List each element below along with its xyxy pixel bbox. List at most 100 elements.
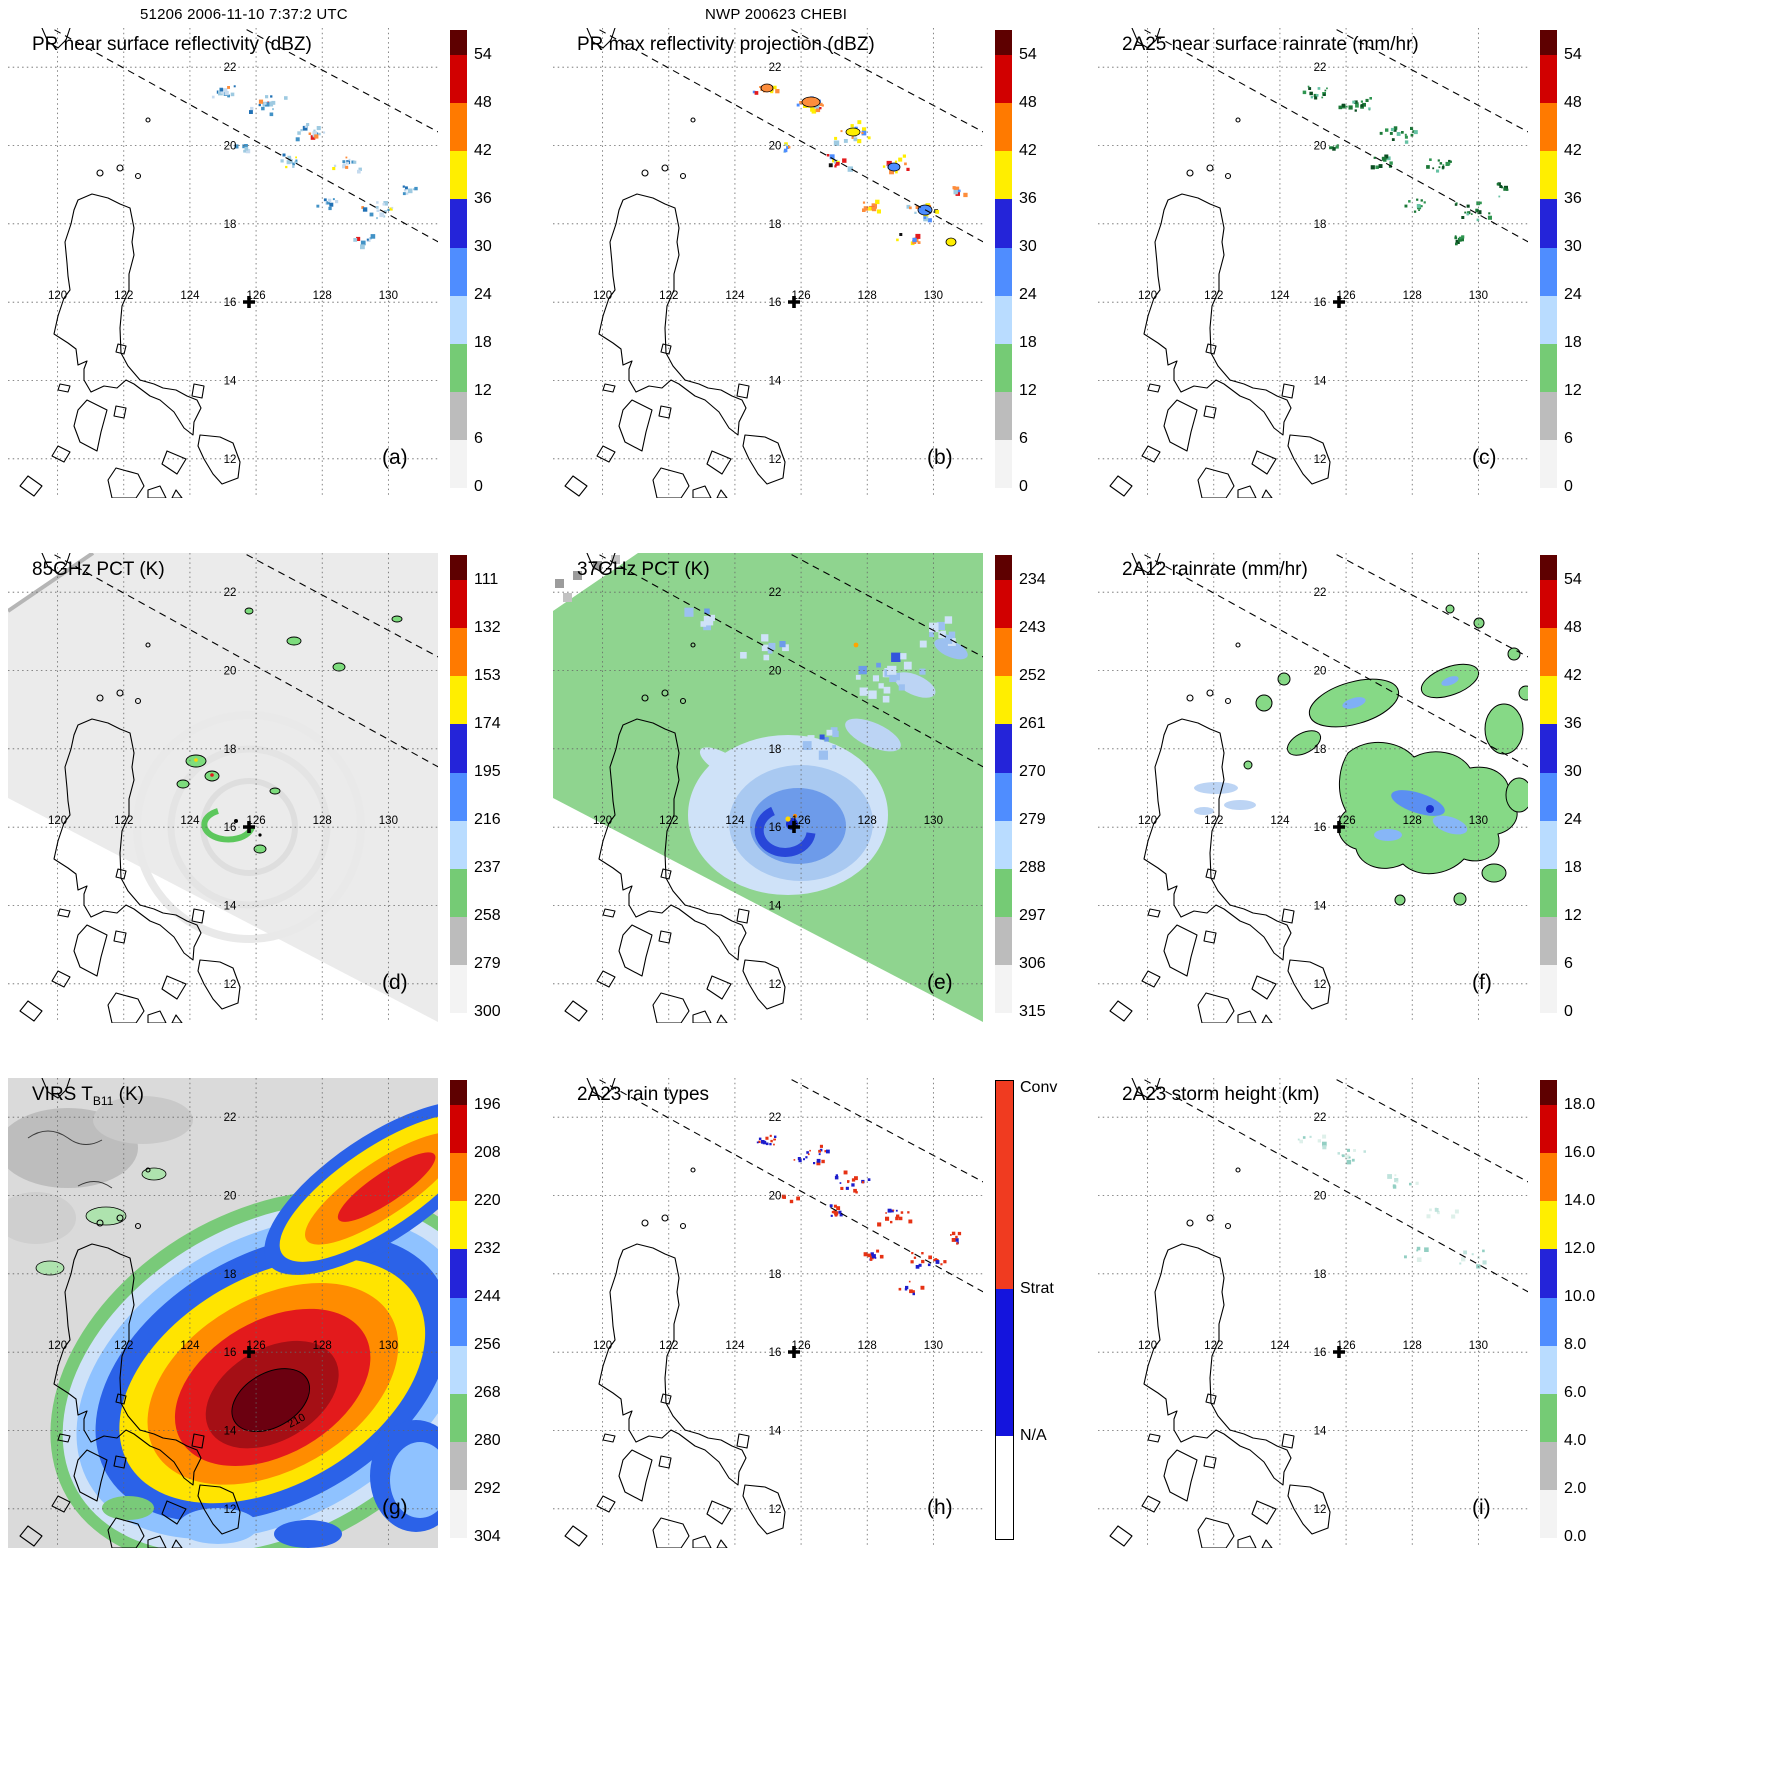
colorbar-segment [450, 1345, 467, 1394]
rain-pixel [833, 1210, 837, 1214]
rain-pixel [807, 735, 815, 743]
rain-pixel [1378, 164, 1383, 168]
rain-pixel [1391, 138, 1395, 141]
rain-pixel [1369, 97, 1372, 100]
colorbar-tick-label: 174 [474, 715, 501, 733]
rain-pixel [1496, 183, 1500, 186]
rain-pixel [272, 108, 274, 111]
rain-pixel [1373, 156, 1376, 159]
rain-pixel [1404, 204, 1408, 208]
lon-tick-label: 122 [659, 1340, 678, 1352]
rain-pixel [1461, 238, 1464, 242]
lat-tick-label: 14 [769, 376, 782, 388]
colorbar-tick-label: 48 [1564, 619, 1582, 637]
colorbar-segment [450, 676, 467, 725]
colorbar-tick-label: 12 [474, 382, 492, 400]
colorbar-segment [450, 820, 467, 869]
lon-tick-label: 122 [659, 815, 678, 827]
panel-c: 120 122 124 126 128 130 22 20 18 16 14 12 2A25 near… [1098, 28, 1638, 543]
colorbar-segment [1540, 1153, 1557, 1202]
rain-pixel [899, 233, 903, 236]
colorbar-tick-label: 288 [1019, 859, 1046, 877]
rain-pixel [1392, 1185, 1397, 1189]
rain-pixel [1426, 165, 1430, 169]
colorbar-tick-label: 36 [1564, 190, 1582, 208]
lat-tick-label: 14 [769, 1426, 782, 1438]
lon-tick-label: 128 [858, 1340, 877, 1352]
rain-pixel [704, 608, 710, 614]
rain-pixel [1471, 213, 1473, 215]
rain-pixel [1416, 204, 1421, 208]
rain-pixel [936, 621, 945, 630]
rain-pixel [877, 1222, 882, 1227]
rain-pixel [375, 206, 379, 209]
rain-pixel [950, 1234, 952, 1236]
lon-tick-label: 120 [48, 1340, 67, 1352]
colorbar-tick-label: 6 [474, 430, 483, 448]
rain-pixel [286, 160, 291, 165]
colorbar-tick-label: 132 [474, 619, 501, 637]
rain-pixel [292, 165, 295, 168]
rain-pixel [258, 103, 261, 107]
rain-pixel [775, 89, 780, 94]
rain-pixel [784, 143, 787, 146]
rain-pixel [779, 641, 786, 648]
lat-tick-label: 20 [769, 141, 782, 153]
colorbar-segment [450, 1080, 467, 1106]
rain-pixel [1506, 188, 1509, 191]
colorbar-tick-label: 30 [474, 238, 492, 256]
rain-pixel [1351, 1158, 1355, 1162]
rain-pixel [1482, 1249, 1485, 1253]
rain-pixel [1498, 195, 1501, 198]
rain-pixel [370, 234, 376, 239]
rain-pixel [295, 156, 297, 159]
rain-pixel [806, 1151, 809, 1154]
colorbar-segment [995, 916, 1012, 965]
rain-pixel [885, 1212, 887, 1214]
lon-tick-label: 128 [313, 815, 332, 827]
rain-pixel [265, 102, 270, 107]
rain-pixel [1389, 132, 1393, 135]
rain-pixel [895, 170, 898, 174]
rain-pixel [955, 1238, 959, 1242]
rain-pixel [264, 102, 267, 105]
rain-pixel [1363, 1150, 1366, 1153]
colorbar-segment [1540, 820, 1557, 869]
colorbar: 54 48 42 36 30 24 18 12 6 0 [1540, 555, 1582, 1020]
rain-pixel [387, 208, 390, 211]
rain-pixel [921, 1259, 925, 1264]
colorbar-tick-label: 36 [1564, 715, 1582, 733]
lon-tick-label: 124 [180, 1340, 200, 1352]
rain-pixel [1437, 159, 1440, 162]
rain-pixel [853, 137, 858, 142]
rain-pixel [904, 1288, 908, 1291]
rain-pixel [353, 160, 357, 164]
storm-marker [243, 1346, 255, 1358]
lon-tick-label: 128 [858, 290, 877, 302]
colorbar-tick-label: 18 [1564, 334, 1582, 352]
colorbar-segment [995, 676, 1012, 725]
rain-pixel [756, 1141, 759, 1144]
rain-pixel [1463, 1250, 1467, 1255]
rain-pixel [835, 1174, 838, 1177]
lon-tick-label: 120 [593, 1340, 612, 1352]
rain-pixel [819, 734, 825, 740]
rain-pixel [876, 662, 881, 668]
rain-pixel [832, 159, 835, 163]
rain-pixel [1499, 185, 1503, 188]
colorbar-segment [995, 343, 1012, 392]
rain-pixel [809, 1149, 811, 1152]
rain-pixel [383, 210, 387, 214]
rain-pixel [1448, 159, 1451, 163]
rain-pixel [1315, 94, 1319, 97]
rain-pixel [1461, 216, 1465, 219]
map-c: 120 122 124 126 128 130 22 20 18 16 14 12 [1098, 28, 1528, 498]
lon-tick-label: 126 [246, 1340, 265, 1352]
rain-pixel [1436, 169, 1440, 173]
lat-tick-label: 16 [1314, 822, 1327, 834]
rain-pixel [1437, 1211, 1440, 1215]
rain-pixel [1416, 1249, 1419, 1252]
rain-pixel [1393, 126, 1398, 130]
rain-pixel [1461, 1257, 1466, 1262]
